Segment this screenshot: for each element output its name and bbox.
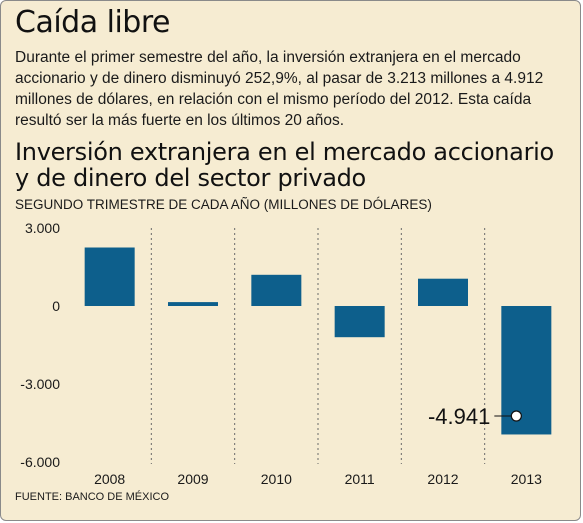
x-tick-label: 2010 bbox=[261, 471, 292, 487]
y-tick-label: -6.000 bbox=[20, 454, 60, 470]
bar bbox=[501, 306, 552, 435]
page-title: Caída libre bbox=[15, 5, 170, 40]
x-tick-label: 2009 bbox=[177, 471, 208, 487]
y-tick-label: 3.000 bbox=[25, 220, 60, 236]
chart-title: Inversión extranjera en el mercado accio… bbox=[15, 138, 554, 192]
y-tick-label: -3.000 bbox=[20, 376, 60, 392]
x-tick-label: 2013 bbox=[511, 471, 542, 487]
x-tick-label: 2011 bbox=[345, 471, 375, 487]
x-tick-label: 2012 bbox=[427, 471, 458, 487]
source-note: FUENTE: BANCO DE MÉXICO bbox=[15, 491, 170, 503]
bar bbox=[84, 247, 135, 306]
intro-paragraph: Durante el primer semestre del año, la i… bbox=[15, 49, 544, 129]
bar bbox=[251, 274, 302, 306]
y-tick-label: 0 bbox=[52, 298, 60, 314]
bar bbox=[334, 306, 385, 338]
annotation-label: -4.941 bbox=[428, 404, 490, 429]
chart-subtitle: SEGUNDO TRIMESTRE DE CADA AÑO (MILLONES … bbox=[15, 197, 432, 212]
bar bbox=[418, 278, 468, 306]
annotation-marker bbox=[510, 410, 522, 422]
bar bbox=[168, 302, 218, 306]
x-tick-label: 2008 bbox=[94, 471, 125, 487]
